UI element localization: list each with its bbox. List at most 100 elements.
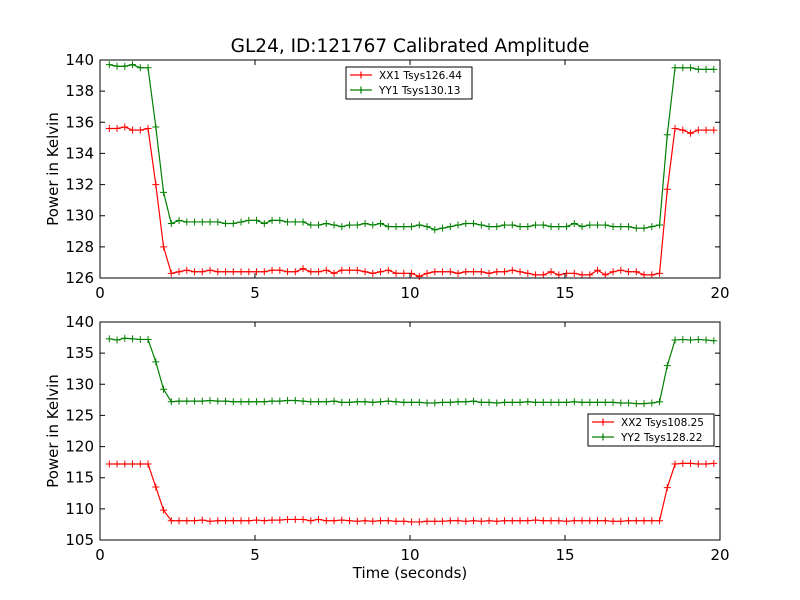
data-point: [136, 335, 144, 343]
data-point: [431, 268, 439, 276]
data-point: [656, 398, 664, 406]
data-point: [160, 243, 168, 251]
data-point: [617, 266, 625, 274]
data-point: [113, 336, 121, 344]
data-point: [625, 223, 633, 231]
data-point: [291, 268, 299, 276]
data-point: [632, 400, 640, 408]
legend-swatch: [350, 71, 372, 79]
data-point: [493, 223, 501, 231]
data-point: [477, 268, 485, 276]
data-point: [206, 218, 214, 226]
data-point: [446, 517, 454, 525]
data-point: [191, 397, 199, 405]
data-point: [408, 223, 416, 231]
data-point: [338, 223, 346, 231]
data-point: [377, 398, 385, 406]
data-point: [539, 221, 547, 229]
data-point: [663, 131, 671, 139]
data-point: [105, 335, 113, 343]
data-point: [361, 398, 369, 406]
data-point: [508, 221, 516, 229]
data-point: [516, 517, 524, 525]
data-point: [446, 223, 454, 231]
data-point: [578, 517, 586, 525]
data-point: [524, 269, 532, 277]
data-point: [640, 271, 648, 279]
data-point: [198, 218, 206, 226]
data-point: [462, 398, 470, 406]
data-point: [485, 517, 493, 525]
data-point: [439, 268, 447, 276]
data-point: [198, 397, 206, 405]
data-point: [384, 266, 392, 274]
series-line-2: [109, 337, 714, 405]
x-tick-label: 15: [555, 284, 574, 302]
data-point: [524, 223, 532, 231]
legend-label: XX1 Tsys126.44: [379, 70, 462, 82]
data-point: [167, 269, 175, 277]
data-point: [702, 65, 710, 73]
data-point: [586, 221, 594, 229]
data-point: [136, 126, 144, 134]
data-point: [315, 268, 323, 276]
y-tick-label: 138: [65, 82, 94, 100]
data-point: [454, 517, 462, 525]
data-point: [369, 221, 377, 229]
y-tick-label: 140: [65, 51, 94, 69]
data-point: [702, 336, 710, 344]
data-point: [377, 268, 385, 276]
data-point: [532, 221, 540, 229]
data-point: [346, 517, 354, 525]
data-point: [361, 268, 369, 276]
data-point: [539, 271, 547, 279]
data-point: [501, 517, 509, 525]
data-point: [330, 397, 338, 405]
data-point: [454, 269, 462, 277]
data-point: [237, 268, 245, 276]
data-point: [586, 271, 594, 279]
data-point: [276, 216, 284, 224]
data-point: [508, 398, 516, 406]
data-point: [113, 125, 121, 133]
data-point: [663, 185, 671, 193]
data-point: [369, 517, 377, 525]
data-point: [229, 398, 237, 406]
data-point: [214, 218, 222, 226]
data-point: [702, 460, 710, 468]
data-point: [191, 218, 199, 226]
data-point: [539, 517, 547, 525]
data-point: [276, 397, 284, 405]
legend-box: [345, 66, 473, 100]
data-point: [400, 398, 408, 406]
data-point: [167, 398, 175, 406]
data-point: [586, 517, 594, 525]
data-point: [222, 268, 230, 276]
data-point: [144, 335, 152, 343]
data-point: [547, 398, 555, 406]
data-point: [625, 517, 633, 525]
data-point: [687, 459, 695, 467]
data-point: [229, 220, 237, 227]
data-point: [400, 517, 408, 525]
data-point: [609, 223, 617, 231]
data-point: [346, 221, 354, 229]
y-axis-label: Power in Kelvin: [44, 112, 62, 226]
data-point: [454, 221, 462, 229]
data-point: [284, 268, 292, 276]
series-line-1: [109, 126, 714, 278]
data-point: [493, 268, 501, 276]
data-point: [330, 269, 338, 277]
data-point: [229, 268, 237, 276]
data-point: [439, 517, 447, 525]
data-point: [640, 400, 648, 408]
data-point: [260, 517, 268, 525]
data-point: [214, 268, 222, 276]
data-point: [260, 398, 268, 406]
data-point: [384, 223, 392, 231]
data-point: [415, 272, 423, 280]
data-point: [632, 517, 640, 525]
data-point: [671, 64, 679, 72]
data-point: [253, 516, 261, 524]
data-point: [594, 398, 602, 406]
